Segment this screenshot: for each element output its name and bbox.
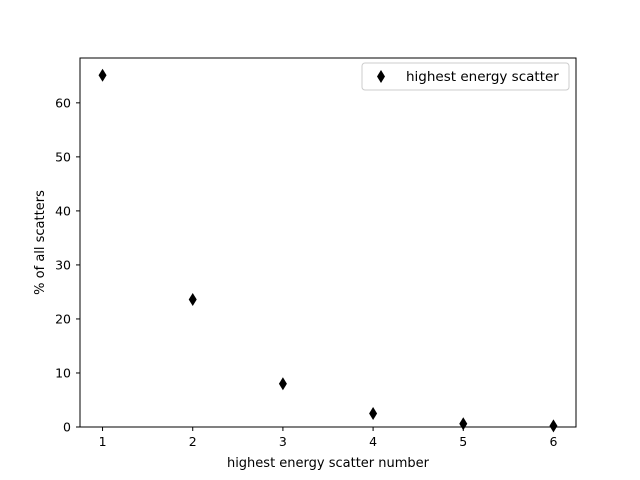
x-axis-label: highest energy scatter number — [227, 456, 430, 471]
y-tick-label: 50 — [55, 149, 71, 164]
x-tick-label: 6 — [549, 434, 557, 449]
data-point — [278, 377, 287, 391]
data-point — [549, 419, 558, 433]
data-point — [98, 68, 107, 82]
y-tick-label: 20 — [55, 311, 71, 326]
data-point — [188, 292, 197, 306]
data-point — [369, 406, 378, 420]
y-axis-label: % of all scatters — [33, 190, 48, 295]
y-tick-label: 30 — [55, 257, 71, 272]
x-tick-label: 4 — [369, 434, 377, 449]
y-tick-label: 0 — [63, 420, 71, 435]
y-tick-label: 40 — [55, 203, 71, 218]
plot-area — [80, 58, 576, 427]
x-tick-label: 5 — [459, 434, 467, 449]
legend-box — [361, 62, 570, 91]
plot-frame — [79, 57, 577, 428]
legend-label: highest energy scatter — [406, 69, 559, 85]
y-tick-label: 60 — [55, 95, 71, 110]
x-tick-label: 1 — [99, 434, 107, 449]
y-tick-label: 10 — [55, 365, 71, 380]
legend: highest energy scatter — [361, 62, 570, 91]
legend-marker — [377, 70, 385, 83]
x-tick-label: 2 — [189, 434, 197, 449]
x-tick-label: 3 — [279, 434, 287, 449]
